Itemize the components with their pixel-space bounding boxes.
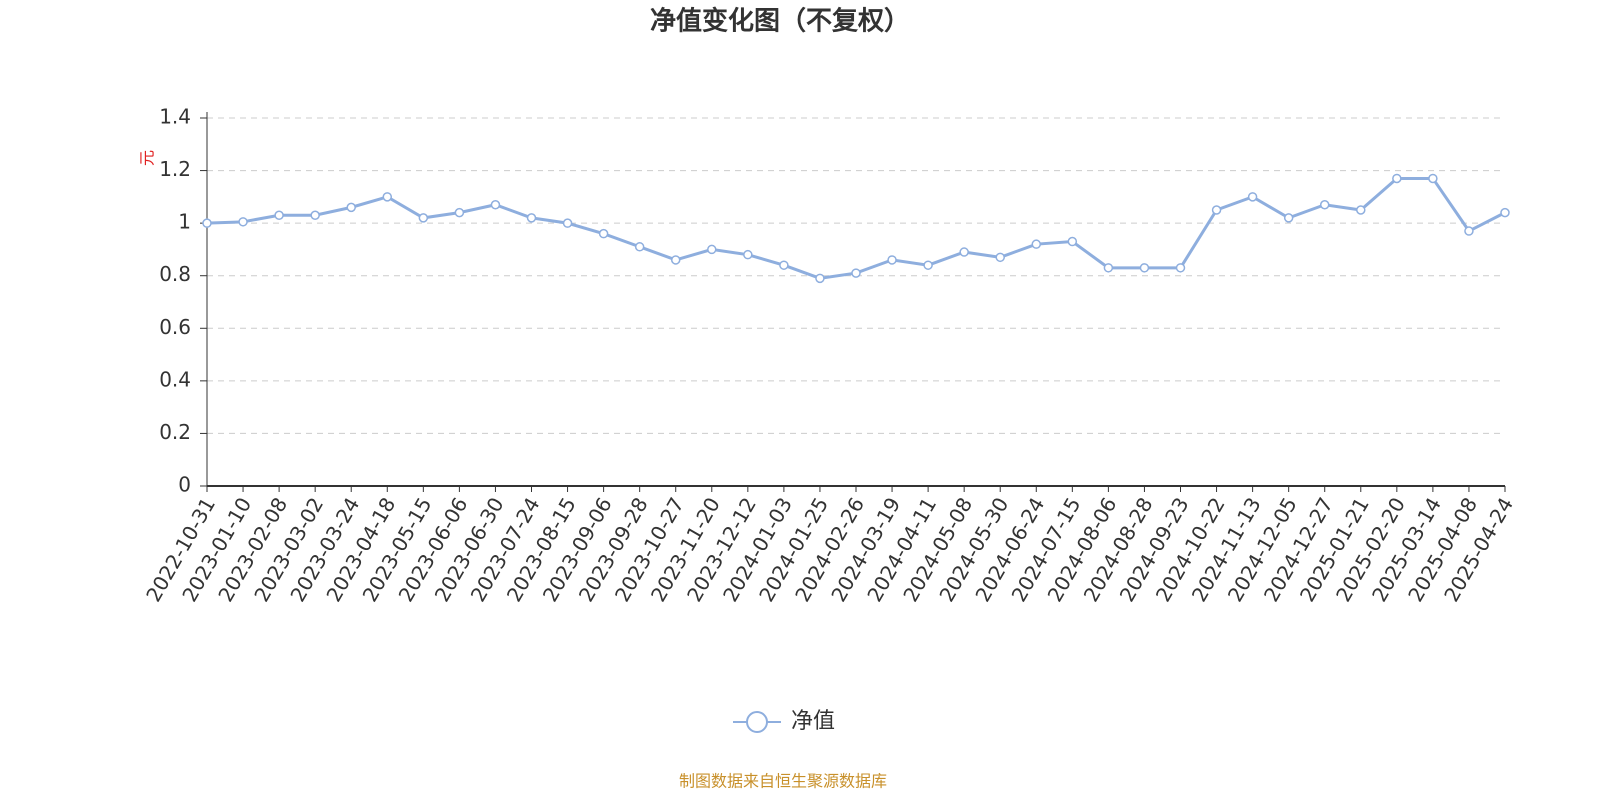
point: [1031, 239, 1042, 249]
source-note: 制图数据来自恒生聚源数据库: [679, 772, 887, 791]
point: [598, 228, 609, 239]
series-line: [206, 176, 1506, 280]
point: [310, 210, 320, 221]
point: [418, 213, 429, 223]
y-tick-label: 0.2: [159, 420, 191, 444]
point: [1283, 213, 1294, 223]
point: [1464, 226, 1474, 236]
point: [1175, 263, 1186, 273]
point: [923, 260, 933, 270]
y-tick-label: 1.2: [159, 157, 191, 181]
point: [887, 255, 897, 265]
y-tick-label: 0.4: [159, 367, 191, 391]
y-tick-label: 0: [178, 473, 191, 497]
point: [1067, 236, 1078, 247]
point: [995, 252, 1005, 263]
point: [238, 217, 248, 227]
point: [202, 218, 212, 228]
point: [274, 210, 284, 221]
point: [707, 244, 717, 255]
point: [1356, 205, 1366, 215]
point: [382, 192, 393, 202]
point: [1211, 205, 1222, 215]
chart-title: 净值变化图（不复权）: [650, 6, 910, 37]
legend-label: 净值: [791, 709, 835, 734]
point: [526, 213, 537, 223]
y-tick-label: 0.6: [159, 315, 191, 339]
point: [670, 255, 681, 265]
y-tick-label: 1.4: [159, 105, 191, 129]
point: [815, 273, 825, 284]
point: [1247, 192, 1258, 202]
point: [346, 202, 356, 213]
point: [490, 199, 501, 210]
point: [454, 207, 465, 218]
point: [1103, 263, 1114, 273]
point: [959, 247, 969, 257]
point: [1500, 207, 1510, 218]
point: [779, 260, 789, 270]
point: [851, 268, 861, 278]
point: [743, 249, 753, 260]
legend-marker: [746, 711, 768, 733]
point: [1392, 173, 1402, 184]
point: [562, 218, 573, 228]
y-axis-label: 元: [138, 150, 157, 166]
point: [1319, 199, 1330, 210]
point: [1139, 263, 1150, 273]
y-tick-label: 0.8: [159, 262, 191, 286]
point: [1428, 173, 1438, 184]
point: [634, 242, 645, 252]
y-tick-label: 1: [178, 210, 191, 234]
